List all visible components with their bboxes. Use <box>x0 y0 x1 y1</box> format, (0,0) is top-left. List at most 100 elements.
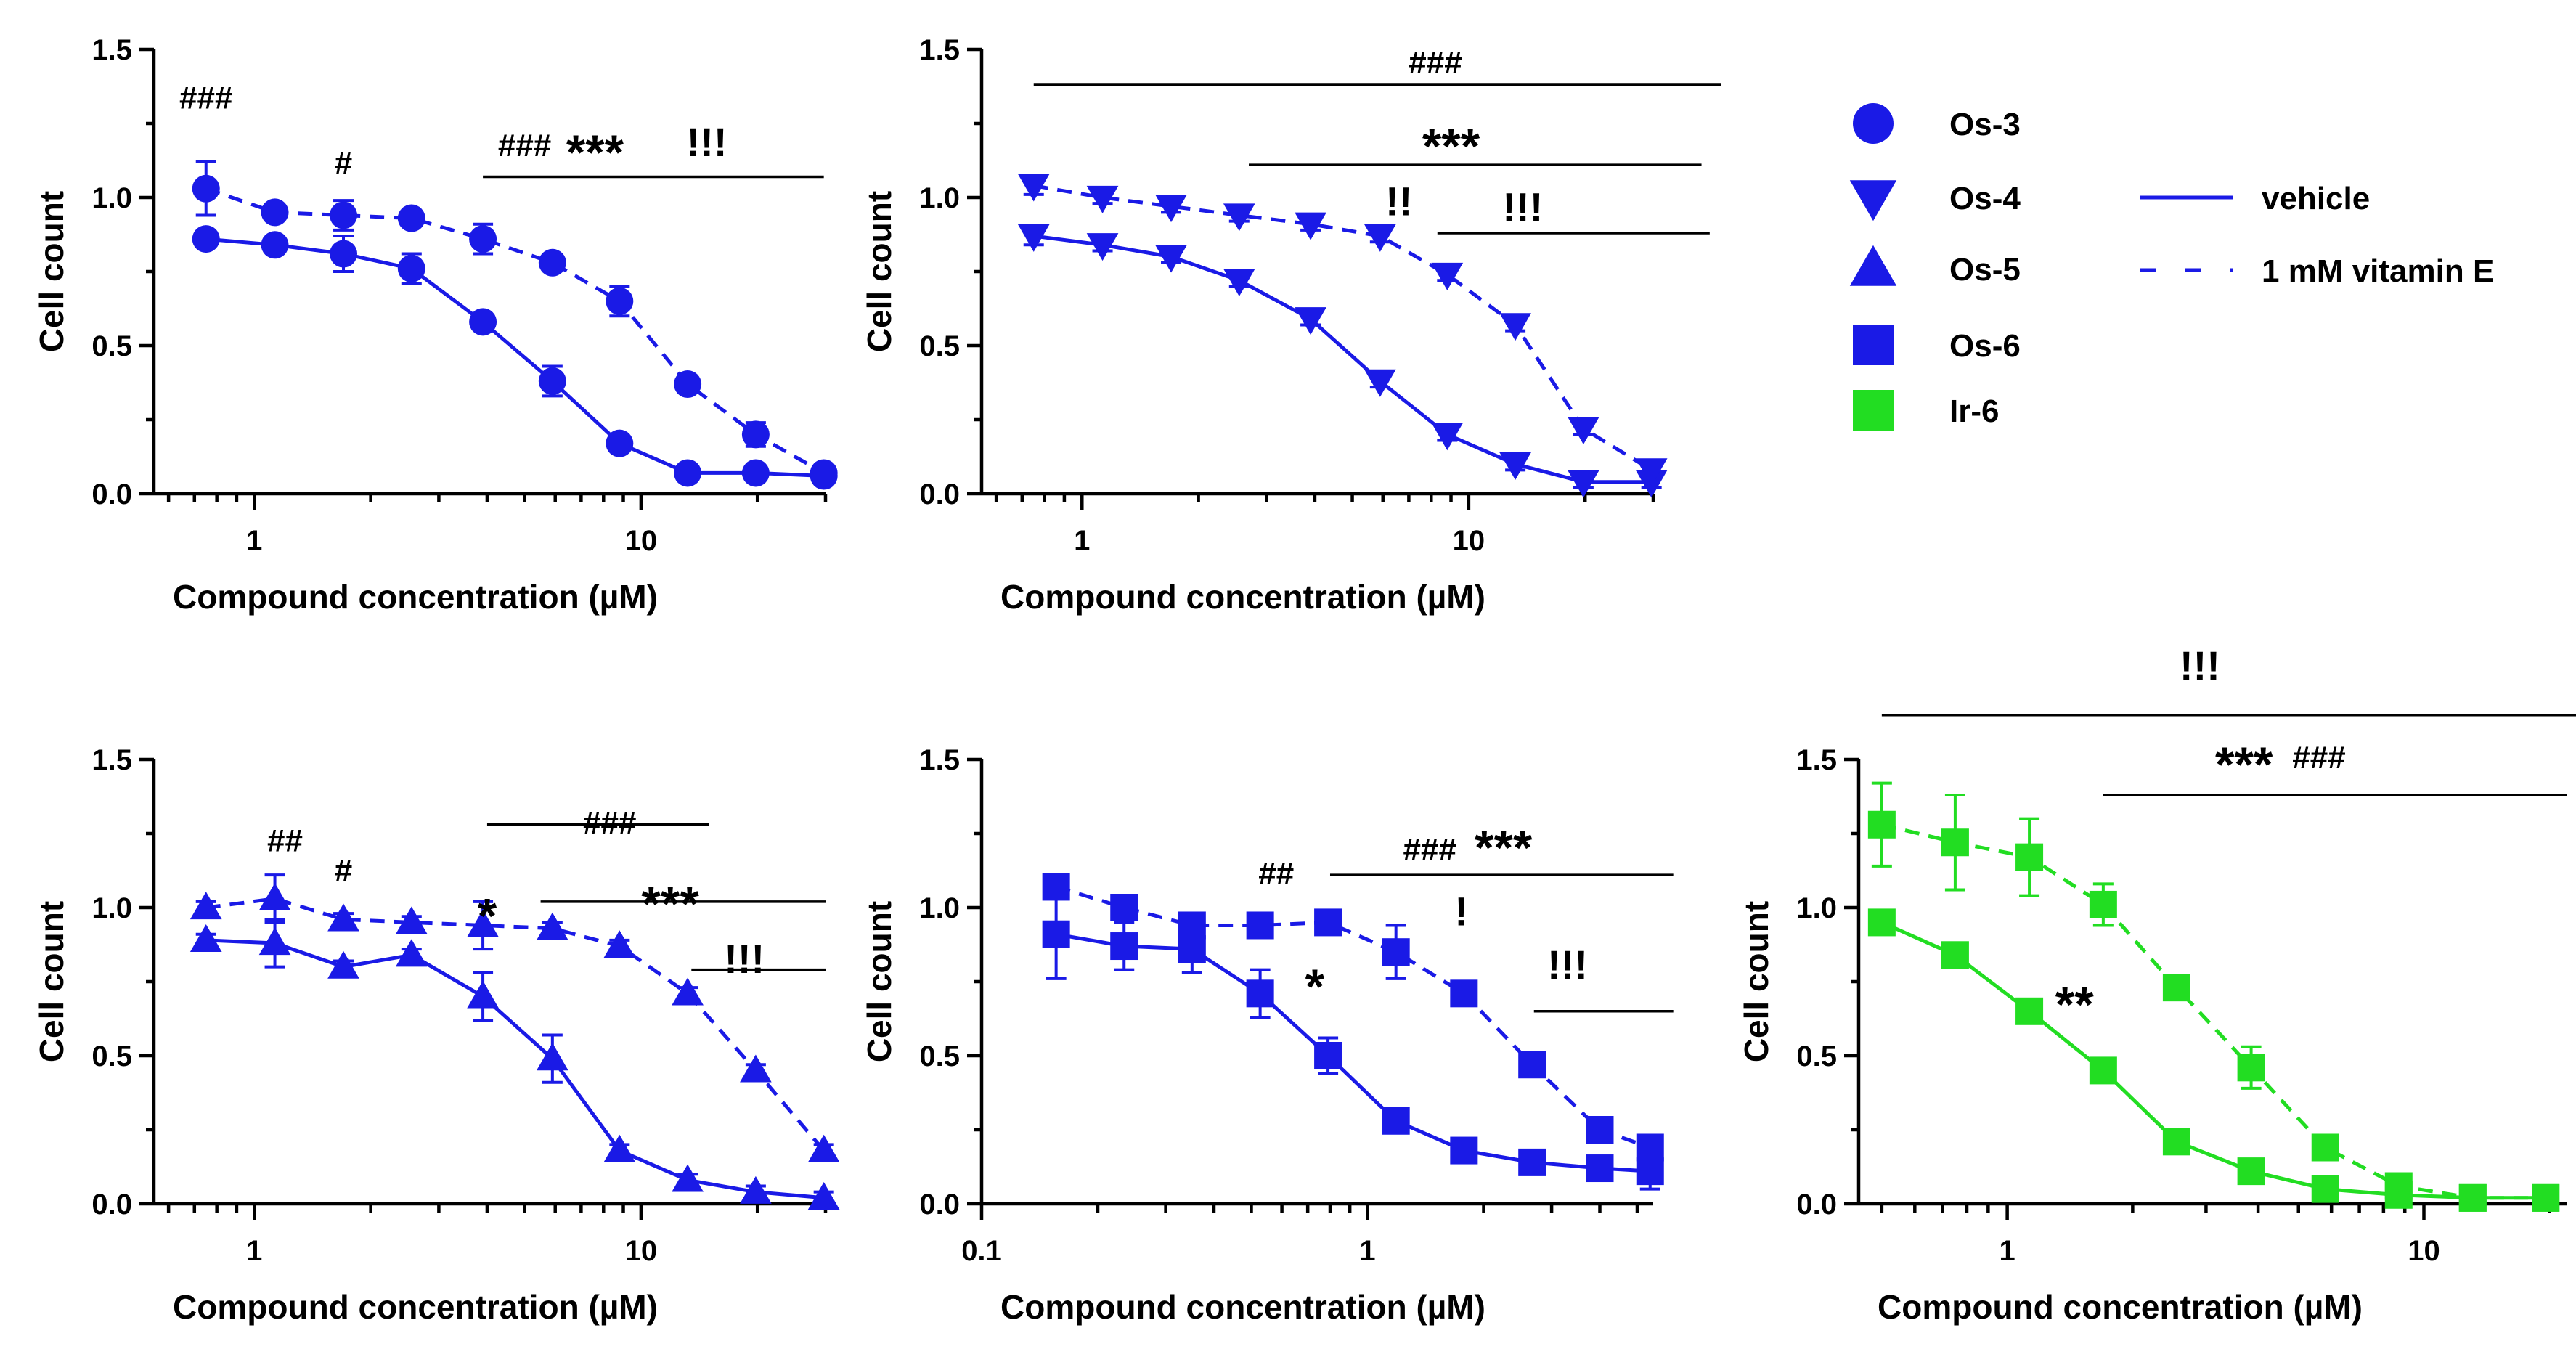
data-point <box>674 459 702 487</box>
significance-label: *** <box>1422 119 1480 174</box>
series-vitamin-e <box>192 160 838 487</box>
data-point <box>327 903 359 932</box>
data-point <box>1499 313 1531 341</box>
x-axis-title: Compound concentration (µM) <box>1000 1288 1485 1326</box>
legend-item-ir-6: Ir-6 <box>1853 390 1999 431</box>
data-point <box>2384 1172 2413 1200</box>
data-point <box>1518 1051 1546 1079</box>
data-point <box>258 927 291 956</box>
significance-label: !!! <box>2180 643 2220 688</box>
series-vitamin-e <box>1867 781 2560 1212</box>
data-point <box>192 225 220 253</box>
legend-label: vehicle <box>2262 181 2370 216</box>
data-point <box>740 1054 772 1083</box>
chart-panel-ir-6: 0.0 0.5 1.0 1.5 1 10 Compound concentration (µ… <box>1737 643 2576 1326</box>
series-line <box>1880 921 2546 1200</box>
data-point <box>2015 997 2044 1025</box>
series-line <box>205 938 824 1200</box>
significance-label: # <box>335 852 352 888</box>
data-point <box>395 939 428 967</box>
data-point <box>397 254 425 282</box>
legend-label: Os-5 <box>1949 252 2021 288</box>
data-point <box>1450 979 1478 1008</box>
y-tick-label: 0.5 <box>91 1040 132 1072</box>
y-tick-label: 1.0 <box>91 892 132 924</box>
series-vitamin-e <box>1042 873 1664 1162</box>
y-tick-label: 0.5 <box>91 330 132 362</box>
series-vehicle <box>189 918 840 1210</box>
chart-panel-os-6: 0.0 0.5 1.0 1.5 0.1 1 Compound concentration (… <box>860 744 1674 1326</box>
data-point <box>1110 894 1138 921</box>
data-point <box>1110 932 1138 961</box>
significance-label: ! <box>1454 888 1468 934</box>
data-point <box>807 1134 840 1162</box>
data-point <box>1295 307 1326 335</box>
legend-item-os-5: Os-5 <box>1849 245 2021 288</box>
legend-label: 1 mM vitamin E <box>2262 253 2494 289</box>
data-point <box>2089 890 2117 918</box>
data-point <box>1364 224 1396 252</box>
legend-label: Os-4 <box>1949 181 2021 216</box>
legend-marker <box>1853 325 1894 365</box>
significance-label: *** <box>1475 820 1533 875</box>
data-point <box>740 1175 772 1204</box>
data-point <box>1295 212 1326 240</box>
data-point <box>1314 1042 1342 1069</box>
x-tick-label: 10 <box>1453 525 1485 557</box>
significance-label: !!! <box>1547 942 1588 987</box>
significance-label: ### <box>583 805 636 841</box>
significance-label: !!! <box>724 936 765 982</box>
data-point <box>261 198 289 227</box>
data-point <box>606 429 634 457</box>
legend-label: Os-3 <box>1949 107 2021 142</box>
legend-marker <box>1849 180 1897 221</box>
data-point <box>606 287 634 315</box>
series-line <box>1881 823 2546 1200</box>
y-tick-label: 1.5 <box>91 34 132 66</box>
data-point <box>1636 1133 1664 1162</box>
y-tick-label: 1.0 <box>1796 892 1837 924</box>
series-line <box>1033 234 1652 484</box>
data-point <box>1636 1157 1664 1186</box>
legend-item-os-6: Os-6 <box>1853 325 2021 365</box>
legend-item-vitamin-e: 1 mM vitamin E <box>2140 253 2494 289</box>
legend-item-vehicle: vehicle <box>2140 181 2370 216</box>
significance-label: ### <box>2292 740 2345 775</box>
significance-label: ** <box>2055 977 2094 1032</box>
y-tick-label: 0.0 <box>919 478 960 510</box>
data-point <box>741 420 770 449</box>
series-vehicle <box>192 225 838 490</box>
data-point <box>1450 1136 1478 1165</box>
data-point <box>1086 233 1119 261</box>
data-point <box>1223 203 1255 232</box>
significance-label: ### <box>498 128 551 163</box>
x-axis-title: Compound concentration (µM) <box>173 578 658 616</box>
y-tick-label: 0.5 <box>919 1040 960 1072</box>
data-point <box>1518 1148 1546 1176</box>
data-point <box>1941 828 1969 857</box>
data-point <box>395 906 428 934</box>
y-tick-label: 0.5 <box>1796 1040 1837 1072</box>
data-point <box>2237 1054 2265 1082</box>
data-point <box>538 367 566 395</box>
x-tick-label: 10 <box>625 1235 658 1267</box>
significance-label: !! <box>1385 178 1412 224</box>
data-point <box>330 240 358 268</box>
series-line <box>205 897 826 1152</box>
x-tick-label: 1 <box>1359 1235 1375 1267</box>
legend-item-os-3: Os-3 <box>1853 103 2021 144</box>
y-tick-label: 0.0 <box>919 1189 960 1221</box>
data-point <box>327 950 359 979</box>
data-point <box>1042 920 1070 948</box>
data-point <box>2458 1183 2487 1212</box>
legend-label: Ir-6 <box>1949 394 1999 429</box>
data-point <box>1246 979 1274 1008</box>
data-point <box>1867 810 1896 839</box>
data-point <box>1042 873 1070 901</box>
x-axis-title: Compound concentration (µM) <box>1000 578 1485 616</box>
data-point <box>536 912 568 940</box>
data-point <box>1155 195 1187 223</box>
y-tick-label: 1.5 <box>919 34 960 66</box>
series-line <box>1056 932 1650 1173</box>
